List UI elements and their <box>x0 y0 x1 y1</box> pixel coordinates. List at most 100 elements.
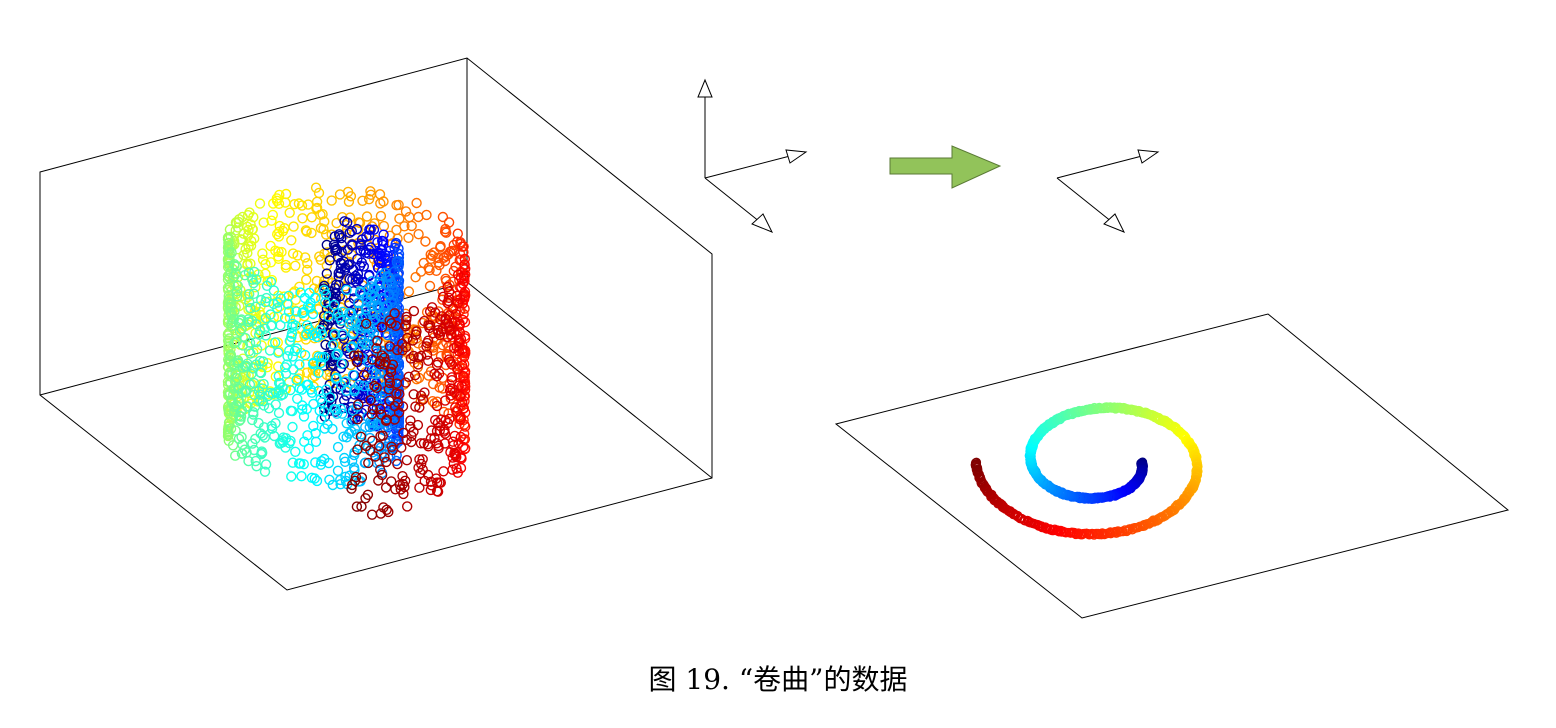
scatter-point <box>257 383 268 394</box>
scatter-point <box>270 337 281 348</box>
scatter-point <box>240 243 251 255</box>
scatter-point <box>273 198 285 210</box>
scatter-point <box>313 187 325 199</box>
scatter-point <box>415 390 427 401</box>
scatter-point <box>231 261 242 272</box>
scatter-point <box>292 250 303 261</box>
scatter-point <box>246 414 258 426</box>
scatter-point <box>271 193 283 204</box>
scatter-point <box>255 389 266 400</box>
scatter-point <box>257 248 268 259</box>
scatter-point <box>326 195 337 206</box>
scatter-point <box>347 405 359 416</box>
scatter-point <box>258 400 270 411</box>
scatter-point <box>414 482 425 493</box>
scatter-point <box>258 378 269 390</box>
scatter-point <box>273 251 284 262</box>
scatter-point <box>435 314 446 325</box>
scatter-point <box>248 288 260 299</box>
scatter-point <box>455 272 467 283</box>
scatter-point <box>419 387 430 398</box>
scatter-point <box>349 386 360 397</box>
scatter-point <box>231 372 243 384</box>
scatter-point <box>392 233 403 244</box>
scatter-point <box>441 227 452 238</box>
scatter-point <box>257 430 268 441</box>
scatter-point <box>259 466 271 477</box>
scatter-point <box>224 281 236 292</box>
scatter-point <box>315 325 326 336</box>
scatter-point <box>228 383 240 394</box>
scatter-point <box>413 228 424 240</box>
scatter-point <box>324 474 335 485</box>
scatter-point <box>381 278 393 289</box>
scatter-point <box>364 421 375 433</box>
scatter-point <box>280 197 291 208</box>
scatter-point <box>371 389 383 401</box>
scatter-point <box>342 217 353 228</box>
scatter-point <box>389 308 400 319</box>
scatter-point <box>350 317 361 328</box>
scatter-point <box>297 213 308 224</box>
scatter-point <box>365 186 376 197</box>
scatter-point <box>266 215 277 226</box>
scatter-point <box>367 354 378 365</box>
scatter-point <box>443 354 455 365</box>
scatter-point <box>444 279 455 291</box>
scatter-point <box>450 402 461 413</box>
scatter-point <box>344 212 356 223</box>
scatter-point <box>231 291 243 302</box>
scatter-point <box>443 342 454 353</box>
scatter-point <box>310 457 321 468</box>
scatter-point <box>371 368 382 380</box>
scatter-point <box>301 403 312 415</box>
scatter-point <box>343 196 355 207</box>
scatter-point <box>287 405 298 417</box>
scatter-point <box>361 211 373 222</box>
scatter-point <box>336 258 347 270</box>
scatter-point <box>395 484 406 495</box>
scatter-point <box>405 415 416 426</box>
scatter-point <box>291 343 303 354</box>
scatter-point <box>424 306 436 317</box>
scatter-point <box>250 301 261 312</box>
scatter-point <box>430 414 441 426</box>
scatter-point <box>367 435 378 446</box>
scatter-point <box>230 368 241 379</box>
scatter-point <box>251 274 262 285</box>
scatter-point <box>245 302 256 314</box>
scatter-point <box>235 406 247 418</box>
scatter-point <box>316 456 327 467</box>
scatter-point <box>351 356 362 367</box>
scatter-point <box>268 285 280 296</box>
scatter-point <box>229 450 241 461</box>
scatter-point <box>230 225 242 236</box>
scatter-point <box>250 455 261 467</box>
scatter-point <box>442 331 453 343</box>
scatter-point <box>222 274 234 285</box>
scatter-point <box>394 213 405 224</box>
scatter-point <box>300 252 311 263</box>
scatter-point <box>335 384 346 395</box>
scatter-point <box>351 223 363 235</box>
scatter-point <box>376 409 387 420</box>
scatter-point <box>391 256 402 268</box>
scatter-point <box>316 329 328 340</box>
scatter-point <box>377 292 388 304</box>
scatter-point <box>375 430 386 442</box>
scatter-point <box>296 200 308 211</box>
scatter-point <box>301 274 312 285</box>
scatter-point <box>365 296 376 307</box>
scatter-point <box>321 260 332 271</box>
scatter-point <box>265 309 276 320</box>
scatter-point <box>359 457 371 469</box>
scatter-point <box>390 237 402 249</box>
scatter-point <box>319 406 330 417</box>
scatter-point <box>377 239 389 251</box>
scatter-point <box>438 291 449 302</box>
scatter-point <box>341 418 352 429</box>
scatter-point <box>346 225 357 237</box>
scatter-point <box>235 234 247 245</box>
scatter-point <box>258 217 269 228</box>
scatter-point <box>458 288 470 299</box>
